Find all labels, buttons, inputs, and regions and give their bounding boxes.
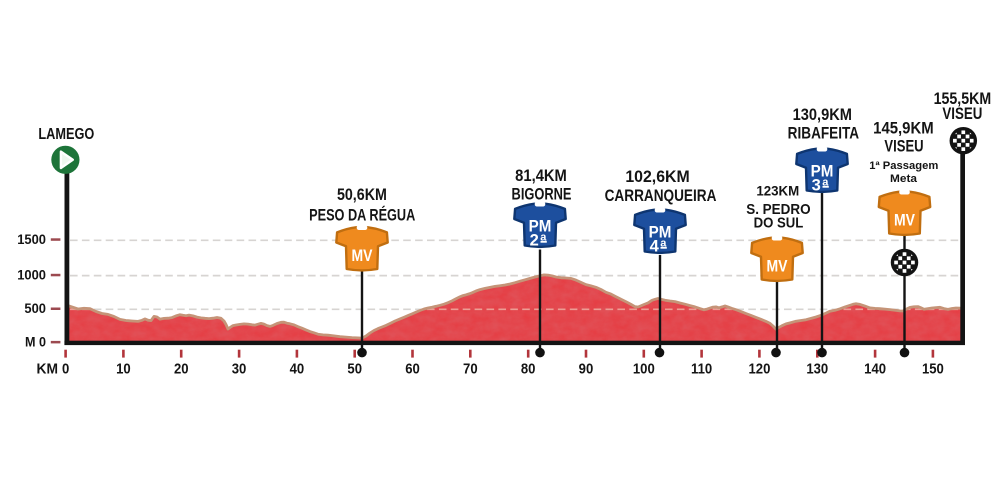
svg-text:0: 0 <box>62 360 70 377</box>
svg-text:S. PEDRO: S. PEDRO <box>746 201 810 218</box>
svg-text:DO SUL: DO SUL <box>754 215 804 232</box>
svg-text:130,9KM: 130,9KM <box>793 106 852 124</box>
svg-text:40: 40 <box>290 360 305 377</box>
svg-text:a: a <box>540 231 547 243</box>
svg-text:PESO DA RÉGUA: PESO DA RÉGUA <box>309 206 415 225</box>
svg-text:MV: MV <box>352 247 374 266</box>
svg-text:120: 120 <box>749 360 771 377</box>
svg-text:M 0: M 0 <box>25 334 46 350</box>
svg-text:1ª Passagem: 1ª Passagem <box>869 160 938 172</box>
svg-text:80: 80 <box>521 360 536 377</box>
svg-text:VISEU: VISEU <box>884 138 923 156</box>
svg-text:BIGORNE: BIGORNE <box>512 186 572 204</box>
svg-text:MV: MV <box>767 258 789 277</box>
svg-text:140: 140 <box>864 360 886 377</box>
svg-text:10: 10 <box>116 360 131 377</box>
svg-text:90: 90 <box>579 360 594 377</box>
svg-text:150: 150 <box>922 360 944 377</box>
svg-text:30: 30 <box>232 360 247 377</box>
svg-text:1500: 1500 <box>17 232 46 247</box>
svg-text:60: 60 <box>405 360 420 377</box>
svg-text:RIBAFEITA: RIBAFEITA <box>788 124 860 143</box>
svg-text:20: 20 <box>174 360 189 377</box>
svg-text:Meta: Meta <box>890 172 918 185</box>
svg-text:2: 2 <box>530 232 539 250</box>
svg-text:MV: MV <box>894 212 916 231</box>
svg-text:81,4KM: 81,4KM <box>515 167 567 185</box>
svg-text:PM: PM <box>649 223 672 242</box>
svg-text:VISEU: VISEU <box>942 105 982 124</box>
svg-text:LAMEGO: LAMEGO <box>38 126 94 143</box>
svg-text:CARRANQUEIRA: CARRANQUEIRA <box>605 187 717 206</box>
svg-text:110: 110 <box>691 360 712 377</box>
svg-text:500: 500 <box>24 301 46 316</box>
svg-text:123KM: 123KM <box>756 183 799 198</box>
svg-text:3: 3 <box>812 177 821 195</box>
svg-text:102,6KM: 102,6KM <box>625 168 689 186</box>
svg-text:1000: 1000 <box>17 267 46 282</box>
svg-text:PM: PM <box>529 217 552 236</box>
svg-text:145,9KM: 145,9KM <box>873 120 933 138</box>
svg-text:50,6KM: 50,6KM <box>337 186 387 204</box>
svg-text:KM: KM <box>37 361 58 377</box>
svg-text:155,5KM: 155,5KM <box>934 90 992 108</box>
svg-text:a: a <box>822 176 829 188</box>
svg-text:70: 70 <box>463 360 478 377</box>
svg-text:a: a <box>660 237 667 249</box>
svg-text:PM: PM <box>811 162 834 181</box>
svg-text:4: 4 <box>650 238 660 256</box>
svg-text:100: 100 <box>633 360 655 377</box>
svg-text:50: 50 <box>347 360 362 377</box>
svg-text:130: 130 <box>806 360 828 377</box>
